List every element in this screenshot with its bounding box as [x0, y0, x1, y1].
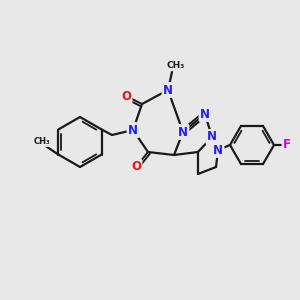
Text: O: O: [121, 89, 131, 103]
Text: N: N: [178, 125, 188, 139]
Text: N: N: [213, 143, 223, 157]
Text: CH₃: CH₃: [34, 137, 51, 146]
Text: N: N: [207, 130, 217, 143]
Text: N: N: [128, 124, 138, 136]
Text: O: O: [131, 160, 141, 173]
Text: N: N: [200, 107, 210, 121]
Text: CH₃: CH₃: [167, 61, 185, 70]
Text: F: F: [283, 139, 291, 152]
Text: N: N: [163, 83, 173, 97]
